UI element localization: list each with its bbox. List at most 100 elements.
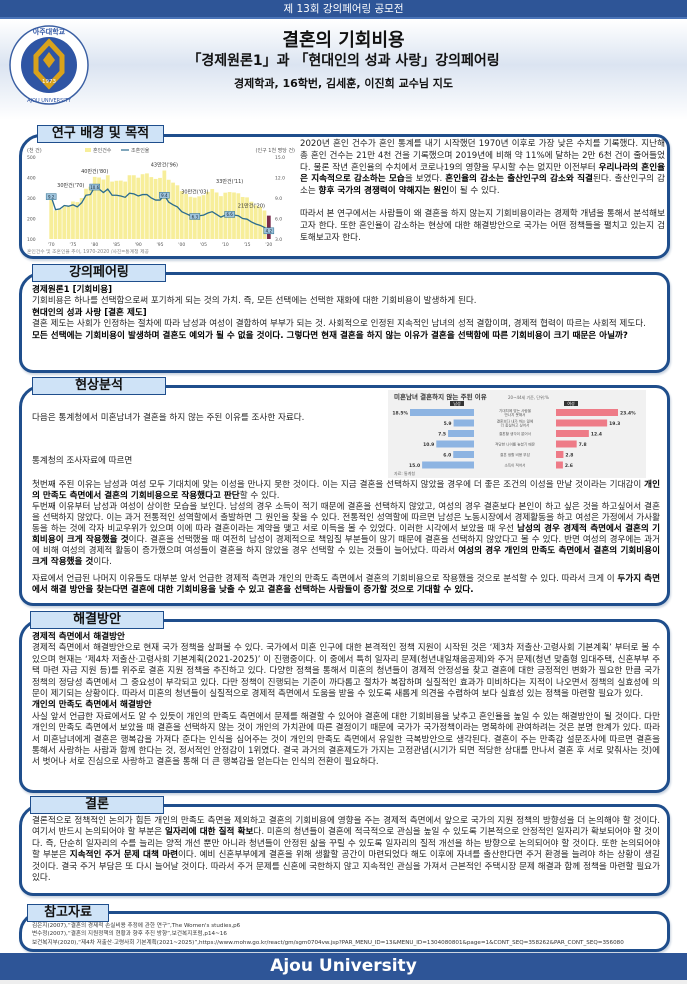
pairing-text: 경제원론1 [기회비용] 기회비용은 하나를 선택함으로써 포기하게 되는 것의… — [32, 285, 660, 342]
rate-label: 4.2 — [266, 229, 273, 234]
chart-title: 미혼남녀 결혼하지 않는 주된 이유 — [394, 392, 487, 401]
bar-label-male: 10.9 — [423, 442, 434, 448]
bar-label-male: 18.5% — [392, 410, 408, 416]
section-background: (천 건) (인구 1천 명당 건) 혼인건수 조혼인율 500 400 300 200 100… — [19, 134, 670, 259]
x-tick: '15 — [244, 242, 251, 248]
bar-male — [453, 451, 474, 458]
section-title-background: 연구 배경 및 목적 — [37, 125, 164, 143]
emphasis-text: 여성의 경우 개인의 만족도 측면에서 결혼의 기회비용이 크게 작용했을 것 — [32, 546, 660, 567]
emphasis-text: 두가지 측면에서 해결 방안을 찾는다면 결혼에 대한 기회비용을 낮출 수 있… — [32, 574, 660, 595]
y-tick-left: 300 — [27, 196, 36, 202]
rate-marker — [263, 227, 275, 235]
bar — [249, 201, 254, 239]
bar-female — [556, 419, 608, 427]
solution-paragraph: 경제적 측면에서 해결방안으로 현재 국가 정책을 살펴볼 수 있다. 국가에서… — [32, 643, 660, 700]
bar — [258, 206, 262, 239]
bar — [105, 175, 110, 239]
bar — [253, 205, 258, 239]
chart-caption: 혼인건수 및 조혼인율 추이, 1970-2020 /사진=통계청 제공 — [27, 248, 149, 255]
bar — [66, 206, 71, 239]
annotation-label: 30만건('03) — [181, 189, 208, 196]
emphasis-text: 개인의 만족도 측면에서 해결방안 — [32, 700, 152, 711]
text-run: 따라서 본 연구에서는 사람들이 왜 결혼을 하지 않는지 기회비용이라는 경제… — [300, 208, 665, 243]
bar — [101, 179, 106, 239]
text-run: 사실 앞서 언급한 자료에서도 알 수 있듯이 개인의 만족도 측면에서 문제를… — [32, 711, 660, 768]
bar-female — [556, 430, 589, 437]
bar-male — [410, 409, 474, 416]
annotation-label: 33만건('11) — [216, 178, 243, 185]
bar — [62, 206, 67, 239]
legend-female: 여성 — [567, 400, 575, 406]
pairing-question: 모든 선택에는 기회비용이 발생하며 결혼도 예외가 될 수 없을 것이다. 그… — [32, 331, 660, 342]
legend-label: 조혼인율 — [131, 147, 150, 154]
section-title-solution: 해결방안 — [30, 611, 164, 629]
text-run: 이다. 예비 신혼부부에게 결혼을 위해 생활할 공간이 마련되었다 해도 이후… — [32, 850, 660, 884]
x-tick: '20 — [265, 242, 272, 248]
section-pairing: 경제원론1 [기회비용] 기회비용은 하나를 선택함으로써 포기하게 되는 것의… — [19, 272, 670, 373]
bar-label-male: 7.5 — [438, 431, 446, 437]
bar — [71, 201, 75, 239]
bar-male — [436, 440, 474, 448]
y-tick-left: 500 — [27, 155, 36, 161]
rate-label: 6.3 — [192, 214, 199, 219]
bar — [110, 181, 114, 239]
bar-male — [422, 461, 474, 469]
rate-label: 9.4 — [161, 193, 168, 198]
bar — [79, 198, 84, 239]
category-label: 결혼 생활 비용 부담 — [500, 452, 531, 457]
background-paragraph: 따라서 본 연구에서는 사람들이 왜 결혼을 하지 않는지 기회비용이라는 경제… — [300, 209, 665, 244]
analysis-lead: 통계청의 조사자료에 따르면 — [32, 456, 133, 466]
pairing-heading: 경제원론1 [기회비용] — [32, 285, 660, 296]
bar-label-female: 12.4 — [591, 431, 602, 437]
reference-list: 김은지(2007),“결혼의 경제적 손실비용 추정에 관한 연구”,The W… — [32, 922, 660, 947]
reference-item[interactable]: 보건복지부(2020),“제4차 저출산·고령사회 기본계획(2021~2025… — [32, 939, 624, 946]
x-tick: '00 — [178, 242, 185, 248]
chart-source: 자료: 통계청 — [394, 470, 415, 476]
section-title-analysis: 현상분석 — [32, 377, 166, 395]
bar-label-female: 2.8 — [565, 452, 573, 458]
poster-subtitle: 「경제원론1」과 「현대인의 성과 사랑」강의페어링 — [187, 53, 500, 69]
y-tick-right: 15.0 — [275, 155, 285, 161]
bar-male — [448, 430, 474, 437]
analysis-text: 첫번째 주된 이유는 남성과 여성 모두 기대치에 맞는 이성을 만나지 못한 … — [32, 480, 660, 596]
x-tick: '05 — [200, 242, 207, 248]
conclusion-text: 결론적으로 정책적인 논의가 힘든 개인의 만족도 측면을 제외하고 결혼의 기… — [32, 816, 660, 884]
text-run: 자료에서 언급된 나머지 이유들도 대부분 앞서 언급한 경제적 측면과 개인의… — [32, 574, 618, 584]
emphasis-text: 우리나라의 혼인율은 지속적으로 감소하는 모습 — [300, 162, 666, 185]
emphasis-text: 개인의 만족도 측면에서 결혼의 기회비용으로 작용했다고 판단 — [32, 480, 660, 501]
x-tick: '75 — [69, 242, 76, 248]
text-run: 결론적으로 정책적인 논의가 힘든 개인의 만족도 측면을 제외하고 결혼의 기… — [32, 816, 660, 838]
solution-paragraph: 사실 앞서 언급한 자료에서도 알 수 있듯이 개인의 만족도 측면에서 문제를… — [32, 712, 660, 769]
emphasis-text: 모든 선택에는 기회비용이 발생하며 결혼도 예외가 될 수 없을 것이다. 그… — [32, 330, 628, 341]
poster-authors: 경제학과, 16학번, 김세훈, 이진희 교수님 지도 — [233, 77, 454, 90]
solution-heading: 경제적 측면에서 해결방안 — [32, 632, 660, 643]
text-run: 경제적 측면에서 해결방안으로 현재 국가 정책을 살펴볼 수 있다. 국가에서… — [32, 643, 660, 700]
bar — [145, 173, 149, 239]
bar — [262, 210, 267, 239]
category-label: 결혼보다 내가 하는 일에 더 충실하고 싶어서 — [497, 419, 534, 428]
emphasis-text: 일자리에 대한 질적 확보 — [164, 827, 254, 838]
text-run: 할 수 있다. — [239, 491, 280, 501]
background-paragraph: 2020년 혼인 건수가 혼인 통계를 내기 시작했던 1970년 이후로 가장… — [300, 139, 665, 198]
legend-swatch-bars — [85, 148, 91, 152]
bar-label-male: 6.0 — [443, 452, 451, 458]
bar-label-female: 23.4% — [620, 410, 636, 416]
y-axis-right-label: (인구 1천 명당 건) — [256, 147, 296, 154]
annotation-label: 40만건('80) — [81, 168, 108, 175]
bar-label-female: 2.6 — [565, 463, 573, 469]
footer-label: Ajou University — [270, 956, 417, 976]
legend-label: 혼인건수 — [93, 147, 112, 154]
x-tick: '10 — [222, 242, 229, 248]
bar-label-male: 5.9 — [444, 421, 452, 427]
y-axis-left-label: (천 건) — [27, 147, 42, 154]
y-tick-right: 9.0 — [275, 196, 282, 202]
logo-year: 1973 — [42, 79, 56, 85]
reasons-bar-chart: 미혼남녀 결혼하지 않는 주된 이유 20~44세 기준, 단위:% 남성 여성 18.… — [388, 390, 646, 478]
bar-label-female: 19.3 — [609, 421, 620, 427]
text-run: 된다. 출산인구의 감소는 — [300, 174, 666, 197]
rate-label: 10.6 — [90, 185, 99, 190]
emphasis-text: 혼인율의 감소는 출산인구의 감소와 직결 — [445, 174, 593, 185]
analysis-paragraph: 두번째 이유부터 남성과 여성이 상이한 모습을 보인다. 남성의 경우 소득이… — [32, 502, 660, 568]
bar-female — [556, 409, 618, 416]
text-run: 두번째 이유부터 남성과 여성이 상이한 모습을 보인다. 남성의 경우 소득이… — [32, 502, 660, 534]
